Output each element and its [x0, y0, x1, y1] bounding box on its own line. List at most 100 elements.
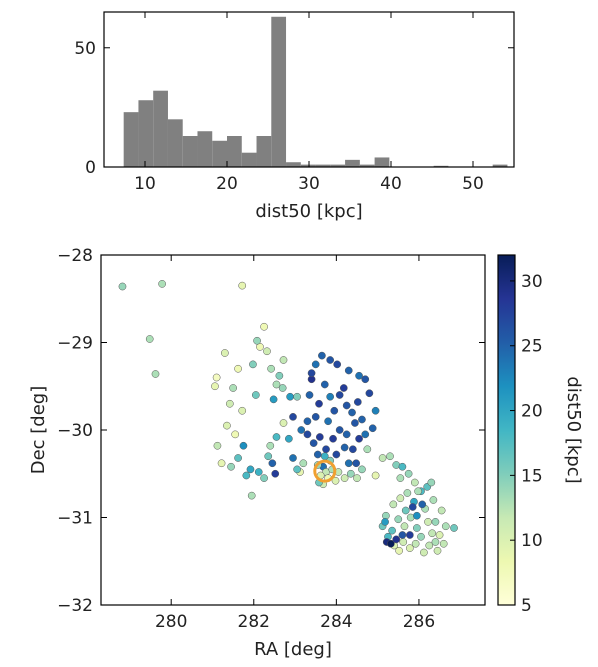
- scatter-point: [433, 546, 442, 555]
- scatter-point: [335, 426, 344, 434]
- histogram-bar: [241, 152, 257, 167]
- scatter-point: [355, 434, 363, 443]
- scatter-point: [309, 439, 318, 447]
- scatter-point: [145, 335, 154, 343]
- scatter-point: [299, 459, 308, 468]
- scatter-point: [411, 539, 420, 548]
- scatter-point: [428, 529, 436, 538]
- histogram-bar: [374, 157, 390, 167]
- scatter-point: [355, 371, 363, 380]
- colorbar-tick-label: 10: [521, 531, 543, 551]
- scatter-point: [353, 474, 361, 482]
- scatter-point: [225, 399, 234, 408]
- scatter-point: [238, 406, 247, 415]
- scatter-point: [441, 522, 450, 531]
- scatter-point: [352, 459, 361, 468]
- scatter-point: [361, 375, 370, 384]
- scatter-point: [340, 443, 349, 452]
- scatter-point: [353, 398, 362, 406]
- scatter-point: [251, 391, 260, 399]
- scatter-point: [254, 468, 263, 476]
- colorbar-label: dist50 [kpc]: [563, 376, 584, 483]
- colorbar-gradient: [498, 255, 515, 605]
- highlight-ring: [313, 459, 337, 483]
- histogram-bar: [492, 164, 508, 167]
- colorbar-frame: [497, 254, 516, 606]
- histogram-panel: 10 20 30 40 50 0 50 dist50 [kpc]: [74, 11, 515, 222]
- histogram-xtick-label: 40: [380, 174, 402, 194]
- histogram-bar: [300, 164, 316, 167]
- scatter-point: [398, 462, 407, 471]
- scatter-point: [234, 364, 242, 373]
- scatter-point: [229, 384, 237, 392]
- scatter-point: [358, 415, 366, 424]
- scatter-point: [331, 476, 340, 485]
- scatter-point: [320, 380, 329, 389]
- scatter-point: [388, 526, 396, 535]
- scatter-point: [339, 384, 348, 392]
- scatter-point: [260, 322, 268, 331]
- histogram-bar: [167, 119, 183, 167]
- scatter-point: [271, 469, 280, 478]
- scatter-point: [351, 419, 359, 427]
- histogram-bar: [138, 100, 154, 167]
- scatter-point: [348, 408, 356, 417]
- scatter-point: [371, 471, 380, 480]
- scatter-point: [418, 500, 427, 509]
- scatter-point: [268, 459, 277, 468]
- scatter-point: [263, 347, 271, 356]
- scatter-point: [278, 384, 287, 392]
- scatter-point: [365, 389, 374, 398]
- scatter-point: [221, 349, 229, 357]
- histogram-bar: [197, 131, 213, 167]
- scatter-point: [234, 454, 242, 462]
- scatter-xtick-label: 282: [238, 612, 270, 632]
- scatter-xtick-label: 286: [403, 612, 435, 632]
- scatter-point: [427, 478, 436, 487]
- scatter-point: [381, 518, 389, 526]
- scatter-point: [286, 392, 294, 401]
- scatter-point: [344, 459, 353, 468]
- scatter-point: [267, 364, 275, 373]
- scatter-point: [293, 392, 301, 401]
- scatter-point: [158, 280, 166, 288]
- histogram-ytick-label: 50: [74, 39, 96, 59]
- scatter-point: [285, 434, 293, 443]
- scatter-point: [417, 532, 425, 541]
- scatter-ytick-label: −31: [57, 509, 93, 529]
- histogram-bar: [271, 16, 287, 168]
- histogram-bar: [227, 136, 242, 167]
- histogram-xtick-label: 10: [134, 174, 156, 194]
- scatter-point: [403, 489, 412, 497]
- scatter-point: [395, 546, 403, 555]
- scatter-point: [330, 406, 339, 415]
- scatter-point: [293, 465, 301, 474]
- scatter-point: [386, 452, 394, 461]
- scatter-point: [387, 539, 395, 548]
- scatter-point: [431, 518, 440, 526]
- scatter-point: [275, 371, 284, 380]
- scatter-point: [227, 462, 235, 471]
- scatter-point: [406, 531, 414, 539]
- histogram-xtick-label: 20: [216, 174, 238, 194]
- scatter-point: [238, 281, 247, 290]
- scatter-point: [279, 419, 288, 427]
- scatter-ytick-label: −29: [57, 334, 93, 354]
- scatter-point: [344, 366, 353, 375]
- scatter-point: [450, 524, 458, 532]
- scatter-point: [211, 382, 219, 391]
- scatter-point: [307, 369, 316, 377]
- histogram-bar: [153, 90, 168, 167]
- scatter-point: [329, 434, 337, 443]
- scatter-point: [396, 474, 405, 482]
- scatter-point: [217, 459, 226, 468]
- scatter-point: [439, 539, 448, 548]
- histogram-bars: [123, 16, 508, 168]
- histogram-bar: [286, 162, 301, 167]
- scatter-point: [425, 541, 434, 550]
- scatter-point: [324, 417, 332, 426]
- histogram-bar: [182, 136, 198, 167]
- scatter-point: [394, 515, 403, 524]
- scatter-point: [431, 538, 440, 546]
